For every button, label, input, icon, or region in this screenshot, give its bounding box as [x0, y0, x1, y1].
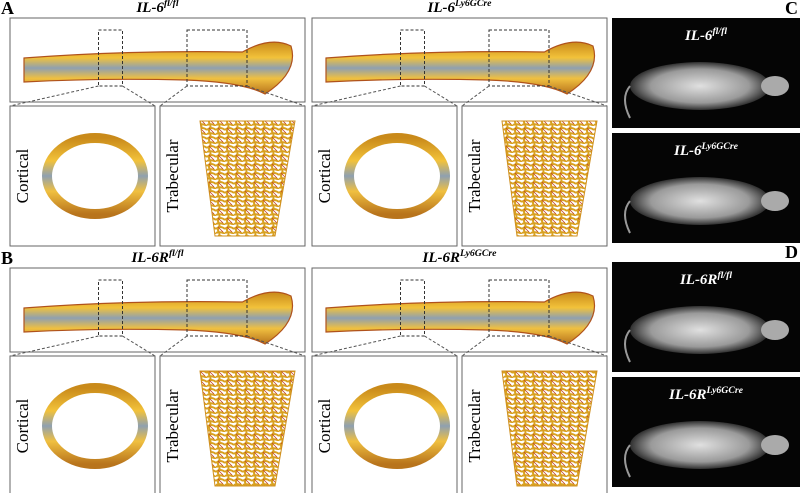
title-sup: Ly6GCre [701, 141, 739, 152]
inset-frame [9, 105, 156, 247]
title-sup: fl/fl [169, 248, 184, 259]
zoom-line [424, 335, 458, 357]
trabecular-mesh [199, 370, 296, 487]
zoom-line [246, 85, 306, 107]
panel-letter: C [785, 0, 798, 18]
title-sup: fl/fl [712, 26, 727, 37]
inset-label: Cortical [13, 148, 32, 203]
inset-label: Trabecular [465, 389, 484, 462]
title-base: IL-6 [684, 28, 713, 44]
roi-box [186, 279, 248, 337]
title-base: IL-6 [673, 143, 702, 159]
inset-label: Cortical [315, 148, 334, 203]
mouse-body [630, 62, 770, 110]
inset-label: Cortical [315, 398, 334, 453]
bone [23, 291, 293, 345]
title-base: IL-6R [668, 387, 707, 403]
title-base: IL-6R [130, 250, 169, 266]
cortical-ring [344, 383, 450, 469]
zoom-line [424, 85, 458, 107]
cortical-ring [42, 383, 148, 469]
zoom-line [311, 85, 401, 107]
zoom-line [548, 335, 608, 357]
zoom-line [9, 335, 99, 357]
title-base: IL-6R [679, 272, 718, 288]
bone [325, 41, 595, 95]
panel-title: IL-6Rfl/fl [679, 270, 732, 288]
title-sup: fl/fl [717, 270, 732, 281]
panel-title: IL-6Rfl/fl [130, 248, 183, 266]
mouse-tail [624, 85, 631, 119]
inset-label: Cortical [13, 398, 32, 453]
inset-label: Trabecular [465, 139, 484, 212]
title-base: IL-6 [135, 0, 164, 16]
zoom-line [548, 85, 608, 107]
title-base: IL-6 [427, 0, 456, 16]
cortical-ring [344, 133, 450, 219]
mouse-body [630, 177, 770, 225]
panel-title: IL-6Ly6GCre [427, 0, 493, 16]
panel-title: IL-6Ly6GCre [673, 141, 739, 159]
trabecular-mesh [501, 120, 598, 237]
inset-label: Trabecular [163, 389, 182, 462]
mouse-head [761, 76, 789, 96]
panel-letter: D [785, 242, 798, 262]
title-sup: Ly6GCre [706, 385, 744, 396]
zoom-line [311, 335, 401, 357]
panel-title: IL-6fl/fl [684, 26, 727, 44]
mouse-body [630, 306, 770, 354]
mouse-head [761, 320, 789, 340]
roi-box [98, 29, 123, 87]
title-sup: Ly6GCre [454, 0, 492, 9]
zoom-line [122, 335, 156, 357]
title-sup: fl/fl [164, 0, 179, 9]
zoom-line [246, 335, 306, 357]
cortical-ring [42, 133, 148, 219]
panel-title: IL-6fl/fl [135, 0, 178, 16]
mouse-head [761, 435, 789, 455]
roi-box [98, 279, 123, 337]
panel-letter: B [1, 248, 13, 268]
zoom-line [159, 85, 188, 107]
trabecular-mesh [501, 370, 598, 487]
roi-box [400, 29, 425, 87]
mouse-head [761, 191, 789, 211]
mouse-tail [624, 444, 631, 478]
inset-frame [311, 355, 458, 493]
inset-frame [9, 355, 156, 493]
title-base: IL-6R [422, 250, 461, 266]
zoom-line [9, 85, 99, 107]
roi-box [186, 29, 248, 87]
zoom-line [461, 85, 490, 107]
roi-box [400, 279, 425, 337]
roi-box [488, 279, 550, 337]
bone [325, 291, 595, 345]
panel-title: IL-6RLy6GCre [668, 385, 744, 403]
trabecular-mesh [199, 120, 296, 237]
panel-letter: A [1, 0, 14, 18]
mouse-tail [624, 329, 631, 363]
mouse-tail [624, 200, 631, 234]
zoom-line [122, 85, 156, 107]
title-sup: Ly6GCre [459, 248, 497, 259]
panel-title: IL-6RLy6GCre [422, 248, 498, 266]
zoom-line [159, 335, 188, 357]
roi-box [488, 29, 550, 87]
inset-frame [311, 105, 458, 247]
bone [23, 41, 293, 95]
zoom-line [461, 335, 490, 357]
mouse-body [630, 421, 770, 469]
inset-label: Trabecular [163, 139, 182, 212]
